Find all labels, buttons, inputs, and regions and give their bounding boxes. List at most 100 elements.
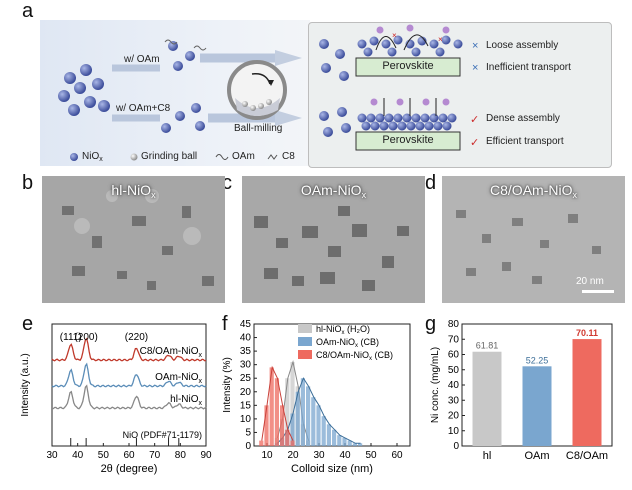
tem-texture-d xyxy=(442,176,625,303)
panel-label-c: c xyxy=(222,172,232,194)
histogram-bar xyxy=(264,405,269,446)
panel-label-e: e xyxy=(22,313,34,335)
legend-niox-icon xyxy=(70,153,78,161)
legend-oam-icon xyxy=(215,154,229,160)
check-mark: ✓ xyxy=(470,137,480,149)
svg-text:×: × xyxy=(438,35,443,44)
x-axis-label: 2θ (degree) xyxy=(101,463,158,475)
category-label: hl xyxy=(483,450,492,462)
peak-label: (220) xyxy=(125,332,148,343)
x-axis-label: Colloid size (nm) xyxy=(291,463,373,475)
category-label: C8/OAm xyxy=(566,450,608,462)
histogram-bar xyxy=(337,435,342,446)
histogram-bar xyxy=(285,429,290,446)
histogram-bar xyxy=(316,405,321,446)
histogram-bar xyxy=(358,443,363,446)
y-tick-label: 80 xyxy=(448,319,460,330)
x-tick-label: 20 xyxy=(287,450,299,461)
reference-label: NiO (PDF#71-1179) xyxy=(123,430,202,440)
fit-curve xyxy=(277,377,361,444)
y-tick-label: 35 xyxy=(240,346,252,357)
legend-oam-label: OAm xyxy=(232,151,255,162)
check-mark: ✓ xyxy=(470,114,480,126)
legend-niox-label: NiOx xyxy=(82,151,103,163)
histogram-bar xyxy=(311,397,316,446)
category-label: OAm xyxy=(524,450,549,462)
legend-label: hl-NiOx (H₂O) xyxy=(316,324,370,336)
x-tick-label: 30 xyxy=(46,450,58,461)
panel-label-a: a xyxy=(22,0,34,22)
histogram-bar xyxy=(290,440,295,446)
x-tick-label: 40 xyxy=(339,450,351,461)
schematic-panel: × × xyxy=(40,20,612,168)
schematic-svg: × × xyxy=(58,24,463,161)
data-label: 70.11 xyxy=(576,328,598,338)
x-tick-label: 50 xyxy=(365,450,377,461)
histogram-bar xyxy=(274,378,279,446)
data-label: 61.81 xyxy=(476,341,499,351)
perovskite-layer-top xyxy=(355,57,461,77)
histogram-bar xyxy=(347,440,352,446)
legend-label: OAm-NiOx (CB) xyxy=(316,337,379,349)
xrd-chart: 30 40 50 60 70 80 90 2θ (degree) Intensity (a.u.… xyxy=(20,323,212,475)
dense-assembly-diagram xyxy=(357,98,457,131)
x-tick-label: 80 xyxy=(175,450,187,461)
c8-particles-mid xyxy=(161,103,205,133)
x-tick-label: 50 xyxy=(98,450,110,461)
y-tick-label: 25 xyxy=(240,373,252,384)
histogram-bar xyxy=(259,440,264,446)
histogram-bar xyxy=(300,378,305,446)
legend-ball-icon xyxy=(130,153,138,161)
y-tick-label: 10 xyxy=(448,426,460,437)
svg-text:×: × xyxy=(392,31,397,40)
data-label: 52.25 xyxy=(526,355,549,365)
histogram-bar xyxy=(285,378,290,446)
ni-concentration-chart: 0 10 20 30 40 50 60 70 80 Ni conc. (mg/mL) 61.81 hl… xyxy=(430,319,613,462)
legend-c8-label: C8 xyxy=(282,151,295,162)
y-tick-label: 0 xyxy=(453,441,459,452)
loose-assembly-diagram: × × xyxy=(357,24,463,57)
y-tick-label: 70 xyxy=(448,334,460,345)
y-tick-label: 20 xyxy=(448,411,460,422)
y-tick-label: 60 xyxy=(448,350,460,361)
xrd-curve xyxy=(51,362,207,388)
histogram-bar xyxy=(295,391,300,446)
bar-oam xyxy=(522,366,552,446)
perovskite-layer-bottom xyxy=(355,131,461,151)
nanoparticle-cluster xyxy=(58,64,110,116)
tem-label-b: hl-NiOx xyxy=(111,182,156,200)
tem-image-c: OAm-NiOx xyxy=(242,176,425,303)
panel-label-b: b xyxy=(22,172,34,194)
xrd-curve xyxy=(51,337,207,362)
cross-mark: × xyxy=(472,62,479,74)
histogram-bar xyxy=(290,361,295,446)
x-tick-label: 60 xyxy=(391,450,403,461)
x-tick-label: 90 xyxy=(200,450,212,461)
peak-label: (200) xyxy=(74,332,97,343)
panel-label-g: g xyxy=(425,313,437,335)
fit-curve xyxy=(261,365,294,441)
ball-milling-label: Ball-milling xyxy=(234,123,283,134)
histogram-bar xyxy=(326,424,331,446)
histogram-bar xyxy=(269,367,274,446)
tem-label-c: OAm-NiOx xyxy=(300,182,367,200)
tem-label-d: C8/OAm-NiOx xyxy=(490,182,577,200)
histogram-bar xyxy=(342,437,347,446)
histogram-bar xyxy=(332,429,337,446)
dense-assembly-label: Dense assembly xyxy=(486,113,560,124)
series-label: hl-NiOx xyxy=(170,394,202,407)
cross-mark: × xyxy=(472,40,479,52)
y-tick-label: 50 xyxy=(448,365,460,376)
series-label: C8/OAm-NiOx xyxy=(140,346,203,359)
loose-assembly-label: Loose assembly xyxy=(486,40,559,51)
x-tick-label: 40 xyxy=(72,450,84,461)
legend-swatch xyxy=(298,324,312,333)
tem-texture-c xyxy=(242,176,425,303)
perovskite-bottom-label: Perovskite xyxy=(382,134,434,146)
y-tick-label: 40 xyxy=(448,380,460,391)
scale-bar xyxy=(582,290,614,293)
dispersed-particles-bottom xyxy=(319,107,351,137)
y-tick-label: 30 xyxy=(448,395,460,406)
y-tick-label: 45 xyxy=(240,319,252,330)
xrd-curve xyxy=(51,384,207,410)
